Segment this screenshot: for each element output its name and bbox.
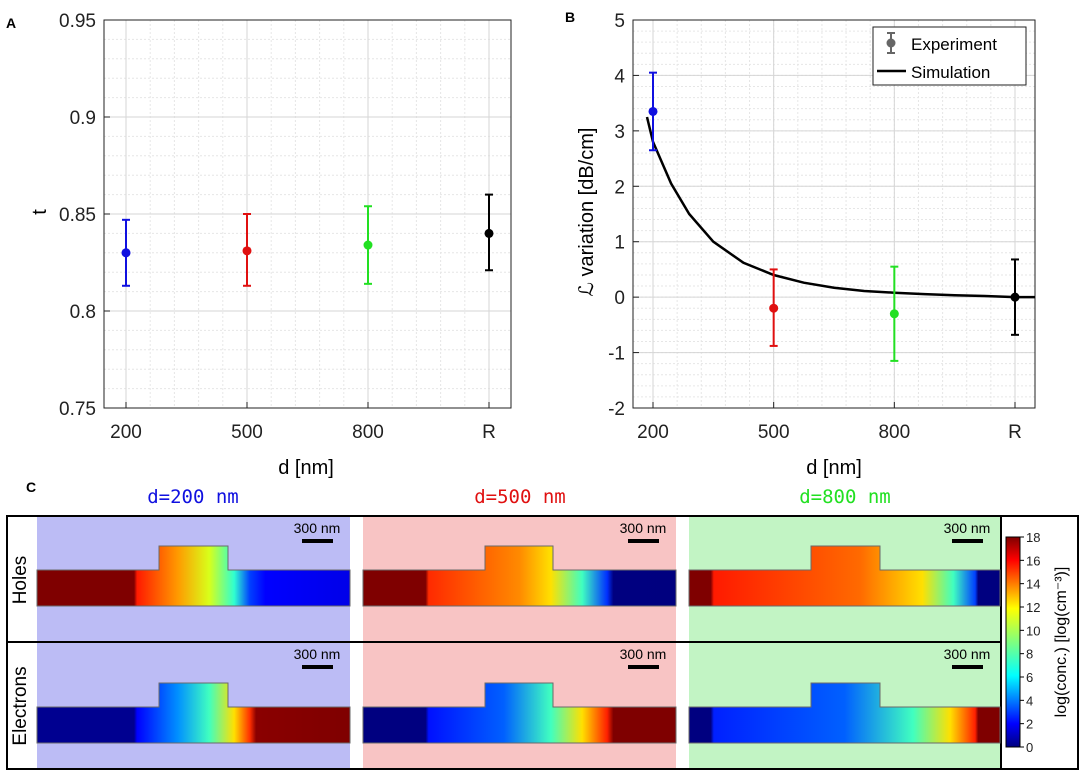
chart-a-point-d-200-marker [121, 248, 131, 258]
colorbar-tick-label: 18 [1026, 530, 1040, 545]
chart-a-point-d-800-marker [363, 240, 373, 250]
scalebar-label: 300 nm [620, 520, 667, 536]
scalebar-electrons-200: 300 nm [294, 646, 341, 669]
row-label-holes: Holes [10, 556, 31, 605]
chart-b-ytick-label: 3 [614, 122, 625, 143]
colorbar-tick-label: 12 [1026, 600, 1040, 615]
colorbar-tick-label: 16 [1026, 553, 1040, 568]
scalebar-electrons-800: 300 nm [944, 646, 991, 669]
chart-a-xlabel: d [nm] [278, 457, 334, 479]
chart-a-point-r-marker [484, 228, 494, 238]
chart-a-ytick-label: 0.85 [59, 205, 96, 226]
holes-d200 [36, 517, 351, 641]
chart-b-ytick-label: 4 [614, 66, 625, 87]
column-title-500: d=500 nm [474, 486, 566, 508]
colorbar-tick-label: 2 [1026, 717, 1033, 732]
colorbar-ticks: 0 2 4 6 8 10 12 14 16 18 [1020, 530, 1040, 755]
column-title-200: d=200 nm [147, 486, 239, 508]
holes-d800 [688, 517, 1001, 641]
chart-b-xtick-label: 500 [758, 422, 790, 443]
chart-b-ytick-label: 5 [614, 11, 625, 32]
chart-b-point-r-marker [1010, 292, 1020, 302]
chart-a-ylabel: t [29, 209, 51, 215]
scalebar-label: 300 nm [294, 520, 341, 536]
chart-b-xtick-label: 200 [637, 422, 669, 443]
colorbar-tick-label: 10 [1026, 623, 1040, 638]
scalebar-holes-500: 300 nm [620, 520, 667, 543]
scalebar-label: 300 nm [294, 646, 341, 662]
scalebar-label: 300 nm [944, 646, 991, 662]
chart-b-ytick-label: 1 [614, 233, 625, 254]
legend-simulation-label: Simulation [911, 63, 990, 82]
chart-a-point-d-500-marker [242, 246, 252, 256]
chart-a-axes-box [103, 19, 512, 409]
chart-b-xtick-label: 800 [878, 422, 910, 443]
chart-b-ytick-label: 2 [614, 177, 625, 198]
chart-a-ytick-label: 0.75 [59, 399, 96, 420]
chart-b-ytick-label: 0 [614, 288, 625, 309]
chart-b-ytick-label: -1 [608, 344, 625, 365]
colorbar-tick-label: 14 [1026, 577, 1040, 592]
electrons-d200 [36, 643, 351, 768]
panel-label-a: A [6, 15, 16, 31]
chart-a-xtick-label: 500 [231, 422, 263, 443]
panel-label-b: B [565, 9, 575, 25]
chart-b-xtick-label: R [1008, 422, 1022, 443]
chart-b-ylabel: ℒ variation [dB/cm] [576, 128, 598, 297]
chart-a-ytick-label: 0.9 [70, 108, 96, 129]
panel-label-c: C [26, 479, 36, 495]
colorbar-tick-label: 0 [1026, 740, 1033, 755]
chart-a: 0.75 0.8 0.85 0.9 0.95 200 500 800 R [59, 11, 512, 443]
scalebar-label: 300 nm [944, 520, 991, 536]
chart-b-point-800-marker [889, 309, 899, 319]
chart-b-xlabel: d [nm] [806, 457, 862, 479]
chart-a-ytick-label: 0.95 [59, 11, 96, 32]
colorbar-label: log(conc.) [log(cm⁻³)] [1053, 567, 1070, 718]
electrons-d500 [362, 643, 677, 768]
chart-a-xtick-label: R [482, 422, 496, 443]
chart-b-legend: Experiment Simulation [872, 26, 1027, 86]
scalebar-electrons-500: 300 nm [620, 646, 667, 669]
chart-b-ytick-label: -2 [608, 399, 625, 420]
chart-b-point-500-marker [769, 303, 779, 313]
chart-b-simulation-line [645, 116, 1035, 299]
colorbar: 0 2 4 6 8 10 12 14 16 18 log(conc.) [log(cm⁻³)] [1005, 530, 1070, 755]
legend-experiment-marker [886, 38, 896, 48]
chart-b-point-200-marker [648, 106, 658, 116]
chart-b-axes-box [632, 19, 1036, 409]
scalebar-holes-800: 300 nm [944, 520, 991, 543]
scalebar-holes-200: 300 nm [294, 520, 341, 543]
scalebar-label: 300 nm [620, 646, 667, 662]
chart-a-xtick-label: 800 [352, 422, 384, 443]
colorbar-tick-label: 8 [1026, 647, 1033, 662]
legend-experiment-label: Experiment [911, 35, 997, 54]
chart-a-ytick-label: 0.8 [70, 302, 96, 323]
electrons-d800 [688, 643, 1001, 768]
holes-d500 [362, 517, 677, 641]
row-label-electrons: Electrons [10, 666, 31, 745]
chart-a-xtick-label: 200 [110, 422, 142, 443]
colorbar-tick-label: 4 [1026, 693, 1033, 708]
colorbar-tick-label: 6 [1026, 670, 1033, 685]
column-title-800: d=800 nm [799, 486, 891, 508]
